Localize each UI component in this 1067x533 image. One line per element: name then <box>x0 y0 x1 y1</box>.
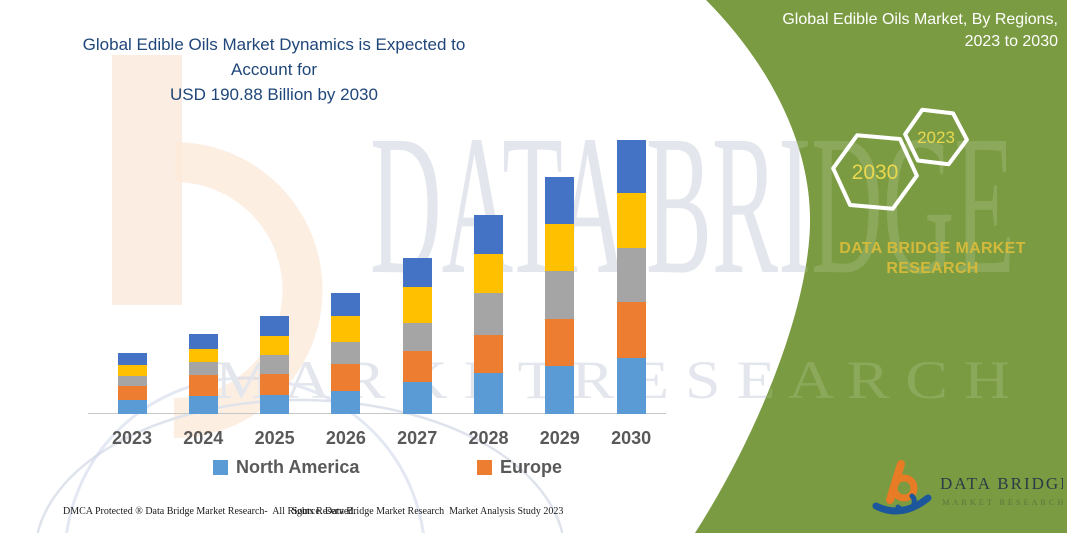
legend-swatch <box>477 460 492 475</box>
bar-2023 <box>117 353 147 414</box>
hexagon-2030 <box>831 133 919 211</box>
x-axis-label-2023: 2023 <box>111 428 153 448</box>
bar-2026 <box>331 293 361 414</box>
bar-segment <box>402 287 432 323</box>
chart-title-line2: USD 190.88 Billion by 2030 <box>170 85 378 104</box>
x-axis-label-2028: 2028 <box>468 428 509 448</box>
x-axis-line <box>88 413 666 414</box>
legend-item-north-america: North America <box>213 457 359 478</box>
bar-segment <box>188 396 218 414</box>
logo-subtitle: MARKET RESEARCH <box>942 497 1063 507</box>
bar-2030 <box>616 140 646 414</box>
bar-segment <box>402 382 432 414</box>
dmca-notice: DMCA Protected ® Data Bridge Market Rese… <box>63 506 356 517</box>
bar-segment <box>331 293 361 316</box>
bar-segment <box>117 400 147 414</box>
bar-segment <box>616 302 646 358</box>
x-axis-label-2029: 2029 <box>539 428 580 448</box>
bar-segment <box>188 334 218 349</box>
bar-segment <box>260 316 290 336</box>
brand-panel-line2: RESEARCH <box>886 260 979 277</box>
bar-segment <box>260 336 290 355</box>
bar-segment <box>188 362 218 375</box>
logo-title: DATA BRIDGE <box>940 474 1063 493</box>
logo-d-loop <box>895 493 917 513</box>
x-axis-label-2030: 2030 <box>611 428 652 448</box>
legend-item-europe: Europe <box>477 457 562 478</box>
bar-segment <box>402 258 432 287</box>
hexagon-2023-label: 2023 <box>917 128 955 147</box>
bar-segment <box>402 351 432 382</box>
legend-label: North America <box>236 457 360 477</box>
bar-segment <box>331 391 361 414</box>
green-side-panel <box>695 0 1067 533</box>
bar-segment <box>260 355 290 374</box>
bar-segment <box>117 365 147 376</box>
bar-segment <box>474 373 503 414</box>
hexagon-badges: 2030 2023 <box>831 107 969 211</box>
bar-segment <box>117 386 147 400</box>
bar-segment <box>331 316 361 342</box>
x-axis-label-2027: 2027 <box>397 428 438 448</box>
data-bridge-logo: DATA BRIDGE MARKET RESEARCH <box>872 460 1063 515</box>
logo-b-bowl <box>890 474 918 502</box>
chart-title: Global Edible Oils Market Dynamics is Ex… <box>58 32 490 107</box>
panel-title-line2: 2023 to 2030 <box>964 33 1058 50</box>
x-axis-label-2025: 2025 <box>254 428 295 448</box>
bar-segment <box>331 364 361 391</box>
hexagon-2030-label: 2030 <box>852 161 899 184</box>
bar-2028 <box>474 215 503 414</box>
bar-segment <box>260 374 290 395</box>
bar-segment <box>545 271 575 319</box>
bar-segment <box>545 177 575 224</box>
legend-label: Europe <box>500 457 563 477</box>
brand-panel-line1: DATA BRIDGE MARKET <box>839 240 1026 257</box>
bar-segment <box>188 375 218 396</box>
bar-segment <box>260 395 290 414</box>
bar-2027 <box>402 258 432 414</box>
bar-segment <box>616 193 646 248</box>
bar-segment <box>474 215 503 254</box>
panel-title-line1: Global Edible Oils Market, By Regions, <box>782 11 1058 28</box>
source-notice: Source: Data Bridge Market Research Mark… <box>292 506 564 517</box>
bar-segment <box>402 323 432 351</box>
bar-segment <box>474 293 503 335</box>
bar-segment <box>474 335 503 373</box>
bar-2025 <box>260 316 290 414</box>
chart-title-line1: Global Edible Oils Market Dynamics is Ex… <box>82 35 466 79</box>
watermark-lens-arcs <box>36 376 564 533</box>
bar-segment <box>117 353 147 365</box>
bar-segment <box>616 358 646 414</box>
bar-segment <box>474 254 503 293</box>
panel-title: Global Edible Oils Market, By Regions, 2… <box>740 9 1058 53</box>
bar-segment <box>545 224 575 271</box>
bar-segment <box>117 376 147 386</box>
legend-swatch <box>213 460 228 475</box>
bar-2024 <box>188 334 218 414</box>
bar-segment <box>188 349 218 362</box>
bar-segment <box>616 248 646 302</box>
bar-segment <box>545 366 575 414</box>
logo-mark <box>872 460 932 515</box>
bar-2029 <box>545 177 575 414</box>
bar-segment <box>331 342 361 364</box>
x-axis-label-2026: 2026 <box>325 428 366 448</box>
bar-segment <box>616 140 646 193</box>
x-axis-label-2024: 2024 <box>183 428 224 448</box>
bar-segment <box>545 319 575 366</box>
hexagon-2023 <box>903 107 969 167</box>
brand-panel-text: DATA BRIDGE MARKET RESEARCH <box>810 239 1055 279</box>
